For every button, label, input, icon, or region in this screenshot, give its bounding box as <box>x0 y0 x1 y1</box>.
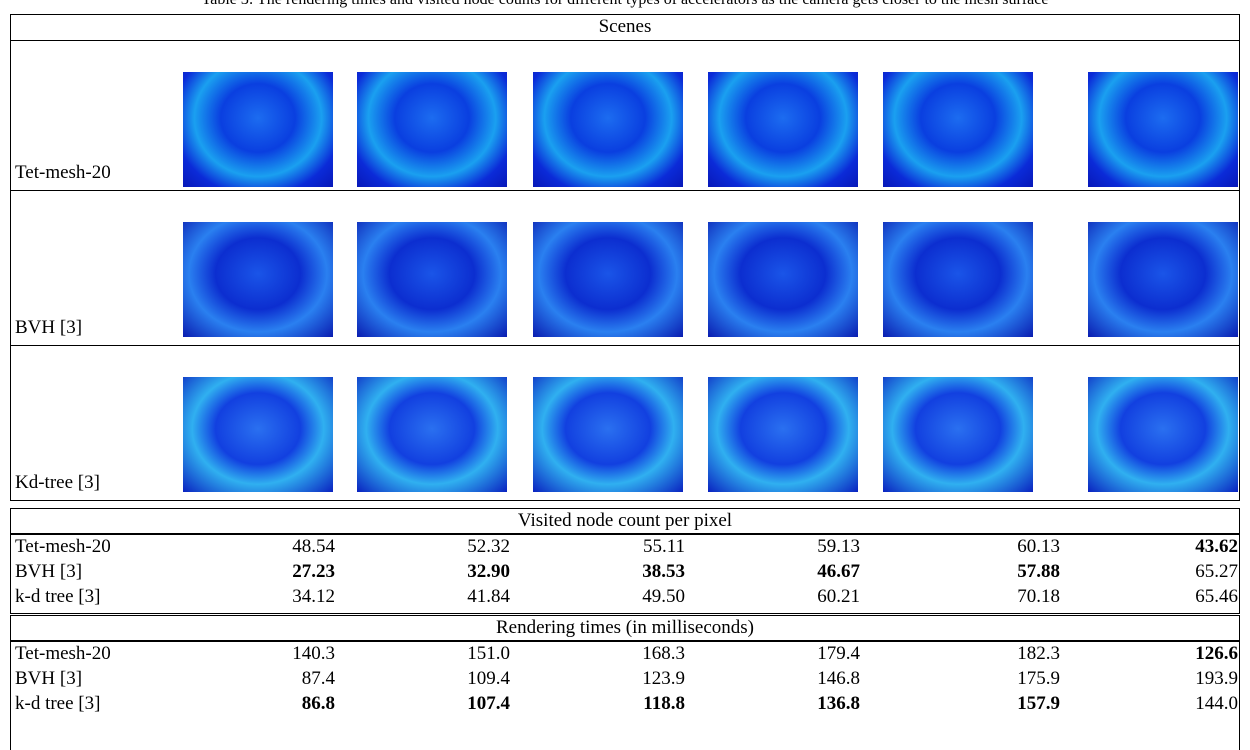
scene-image <box>533 72 683 187</box>
scene-image <box>708 222 858 337</box>
row-label: BVH [3] <box>15 560 82 584</box>
cell: 87.4 <box>302 667 335 691</box>
scenes-header: Scenes <box>10 15 1240 39</box>
caption: Table 3: The rendering times and visited… <box>0 0 1250 8</box>
scene-image <box>883 72 1033 187</box>
row-label: Tet-mesh-20 <box>15 642 111 666</box>
cell: 60.13 <box>1017 535 1060 559</box>
cell: 144.0 <box>1195 692 1238 716</box>
scene-image <box>357 377 507 492</box>
cell: 118.8 <box>643 692 685 716</box>
row-label: Tet-mesh-20 <box>15 161 111 185</box>
cell: 86.8 <box>302 692 335 716</box>
scene-image <box>1088 377 1238 492</box>
cell: 182.3 <box>1017 642 1060 666</box>
cell: 32.90 <box>467 560 510 584</box>
cell: 65.27 <box>1195 560 1238 584</box>
scene-image <box>708 377 858 492</box>
scene-image <box>357 72 507 187</box>
cell: 59.13 <box>817 535 860 559</box>
cell: 136.8 <box>817 692 860 716</box>
cell: 70.18 <box>1017 585 1060 609</box>
cell: 109.4 <box>467 667 510 691</box>
cell: 175.9 <box>1017 667 1060 691</box>
row-label: BVH [3] <box>15 316 82 340</box>
cell: 43.62 <box>1195 535 1238 559</box>
scene-image <box>883 222 1033 337</box>
scene-image <box>183 377 333 492</box>
cell: 179.4 <box>817 642 860 666</box>
scene-image <box>183 222 333 337</box>
cell: 55.11 <box>643 535 685 559</box>
cell: 57.88 <box>1017 560 1060 584</box>
row-label: k-d tree [3] <box>15 585 100 609</box>
scene-image <box>357 222 507 337</box>
section-title: Rendering times (in milliseconds) <box>10 616 1240 640</box>
cell: 193.9 <box>1195 667 1238 691</box>
cell: 65.46 <box>1195 585 1238 609</box>
cell: 140.3 <box>292 642 335 666</box>
cell: 48.54 <box>292 535 335 559</box>
cell: 46.67 <box>817 560 860 584</box>
scene-image <box>533 377 683 492</box>
scene-image <box>183 72 333 187</box>
cell: 49.50 <box>642 585 685 609</box>
cell: 157.9 <box>1017 692 1060 716</box>
scene-image <box>883 377 1033 492</box>
cell: 107.4 <box>467 692 510 716</box>
cell: 38.53 <box>642 560 685 584</box>
cell: 151.0 <box>467 642 510 666</box>
cell: 27.23 <box>292 560 335 584</box>
cell: 123.9 <box>642 667 685 691</box>
scene-image <box>533 222 683 337</box>
cell: 126.6 <box>1195 642 1238 666</box>
row-label: Kd-tree [3] <box>15 471 100 495</box>
row-label: BVH [3] <box>15 667 82 691</box>
scene-image <box>1088 222 1238 337</box>
scene-image <box>1088 72 1238 187</box>
cell: 146.8 <box>817 667 860 691</box>
cell: 34.12 <box>292 585 335 609</box>
row-label: Tet-mesh-20 <box>15 535 111 559</box>
section-title: Visited node count per pixel <box>10 509 1240 533</box>
page: Table 3: The rendering times and visited… <box>0 0 1250 750</box>
scene-image <box>708 72 858 187</box>
cell: 41.84 <box>467 585 510 609</box>
cell: 52.32 <box>467 535 510 559</box>
cell: 60.21 <box>817 585 860 609</box>
row-label: k-d tree [3] <box>15 692 100 716</box>
cell: 168.3 <box>642 642 685 666</box>
